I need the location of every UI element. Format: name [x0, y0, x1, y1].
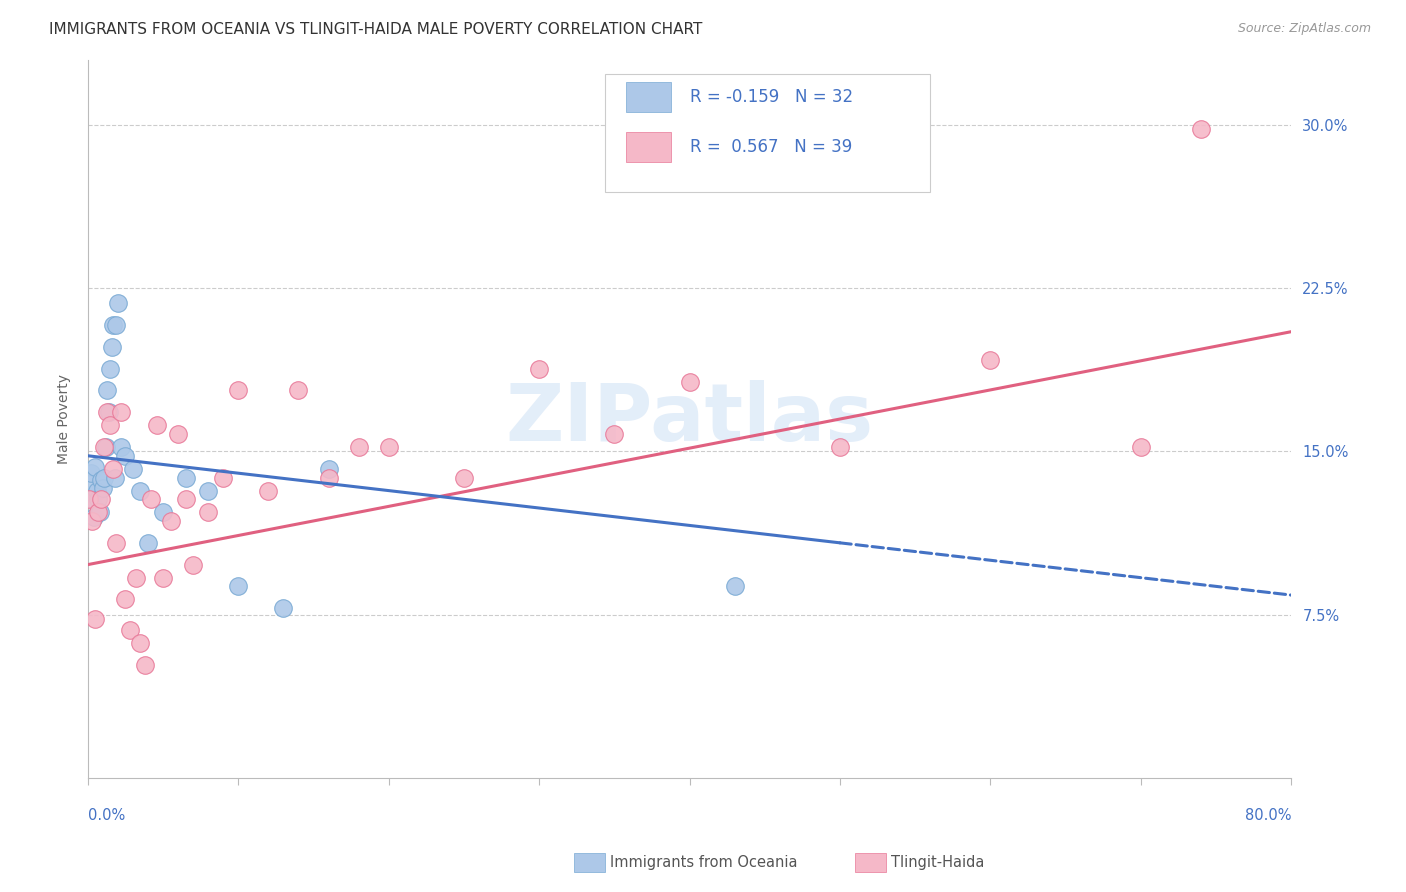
- Point: [1129, 440, 1152, 454]
- Point: [257, 483, 280, 498]
- Point: [105, 318, 128, 333]
- Point: [100, 418, 122, 433]
- Point: [318, 470, 340, 484]
- Point: [79, 477, 101, 491]
- Point: [125, 571, 148, 585]
- Point: [197, 483, 219, 498]
- Point: [97, 405, 120, 419]
- Point: [103, 462, 125, 476]
- Point: [93, 440, 115, 454]
- Point: [979, 353, 1001, 368]
- Point: [89, 505, 111, 519]
- Point: [347, 440, 370, 454]
- Point: [82, 492, 104, 507]
- Point: [114, 449, 136, 463]
- Point: [83, 509, 105, 524]
- Point: [105, 536, 128, 550]
- FancyBboxPatch shape: [626, 132, 672, 162]
- Point: [139, 492, 162, 507]
- Point: [110, 440, 132, 454]
- Point: [226, 579, 249, 593]
- Point: [122, 462, 145, 476]
- Point: [724, 579, 747, 593]
- Point: [226, 384, 249, 398]
- Point: [104, 470, 127, 484]
- Point: [174, 492, 197, 507]
- Point: [152, 505, 174, 519]
- Point: [453, 470, 475, 484]
- Point: [80, 466, 103, 480]
- Point: [159, 514, 181, 528]
- Point: [136, 536, 159, 550]
- Point: [84, 459, 107, 474]
- Point: [129, 483, 152, 498]
- Text: IMMIGRANTS FROM OCEANIA VS TLINGIT-HAIDA MALE POVERTY CORRELATION CHART: IMMIGRANTS FROM OCEANIA VS TLINGIT-HAIDA…: [49, 22, 703, 37]
- Point: [134, 657, 156, 672]
- Point: [318, 462, 340, 476]
- Text: Immigrants from Oceania: Immigrants from Oceania: [610, 855, 797, 870]
- Point: [197, 505, 219, 519]
- Point: [273, 601, 295, 615]
- Point: [87, 492, 110, 507]
- Point: [96, 384, 118, 398]
- Point: [129, 636, 152, 650]
- Point: [93, 470, 115, 484]
- Point: [377, 440, 399, 454]
- Point: [527, 361, 550, 376]
- Point: [82, 514, 104, 528]
- FancyBboxPatch shape: [626, 82, 672, 112]
- Text: 80.0%: 80.0%: [1244, 808, 1291, 823]
- Point: [212, 470, 235, 484]
- Point: [87, 505, 110, 519]
- Text: Source: ZipAtlas.com: Source: ZipAtlas.com: [1237, 22, 1371, 36]
- Point: [100, 361, 122, 376]
- Point: [678, 375, 700, 389]
- FancyBboxPatch shape: [606, 74, 931, 193]
- Point: [1189, 122, 1212, 136]
- Point: [287, 384, 309, 398]
- Point: [181, 558, 204, 572]
- Point: [91, 482, 114, 496]
- Point: [101, 340, 124, 354]
- Point: [603, 427, 626, 442]
- Text: Tlingit-Haida: Tlingit-Haida: [891, 855, 984, 870]
- Point: [167, 427, 190, 442]
- Y-axis label: Male Poverty: Male Poverty: [58, 374, 72, 464]
- Point: [110, 405, 132, 419]
- Point: [90, 492, 112, 507]
- Point: [828, 440, 851, 454]
- Point: [152, 571, 174, 585]
- Point: [90, 473, 112, 487]
- Text: R =  0.567   N = 39: R = 0.567 N = 39: [689, 138, 852, 156]
- Text: R = -0.159   N = 32: R = -0.159 N = 32: [689, 88, 852, 106]
- Point: [94, 440, 117, 454]
- Point: [114, 592, 136, 607]
- Point: [146, 418, 169, 433]
- Point: [84, 612, 107, 626]
- Point: [174, 470, 197, 484]
- Point: [86, 483, 108, 498]
- Text: ZIPatlas: ZIPatlas: [505, 380, 873, 458]
- Point: [79, 492, 101, 507]
- Text: 0.0%: 0.0%: [87, 808, 125, 823]
- Point: [118, 623, 141, 637]
- Point: [96, 405, 118, 419]
- Point: [107, 296, 129, 310]
- Point: [103, 318, 125, 333]
